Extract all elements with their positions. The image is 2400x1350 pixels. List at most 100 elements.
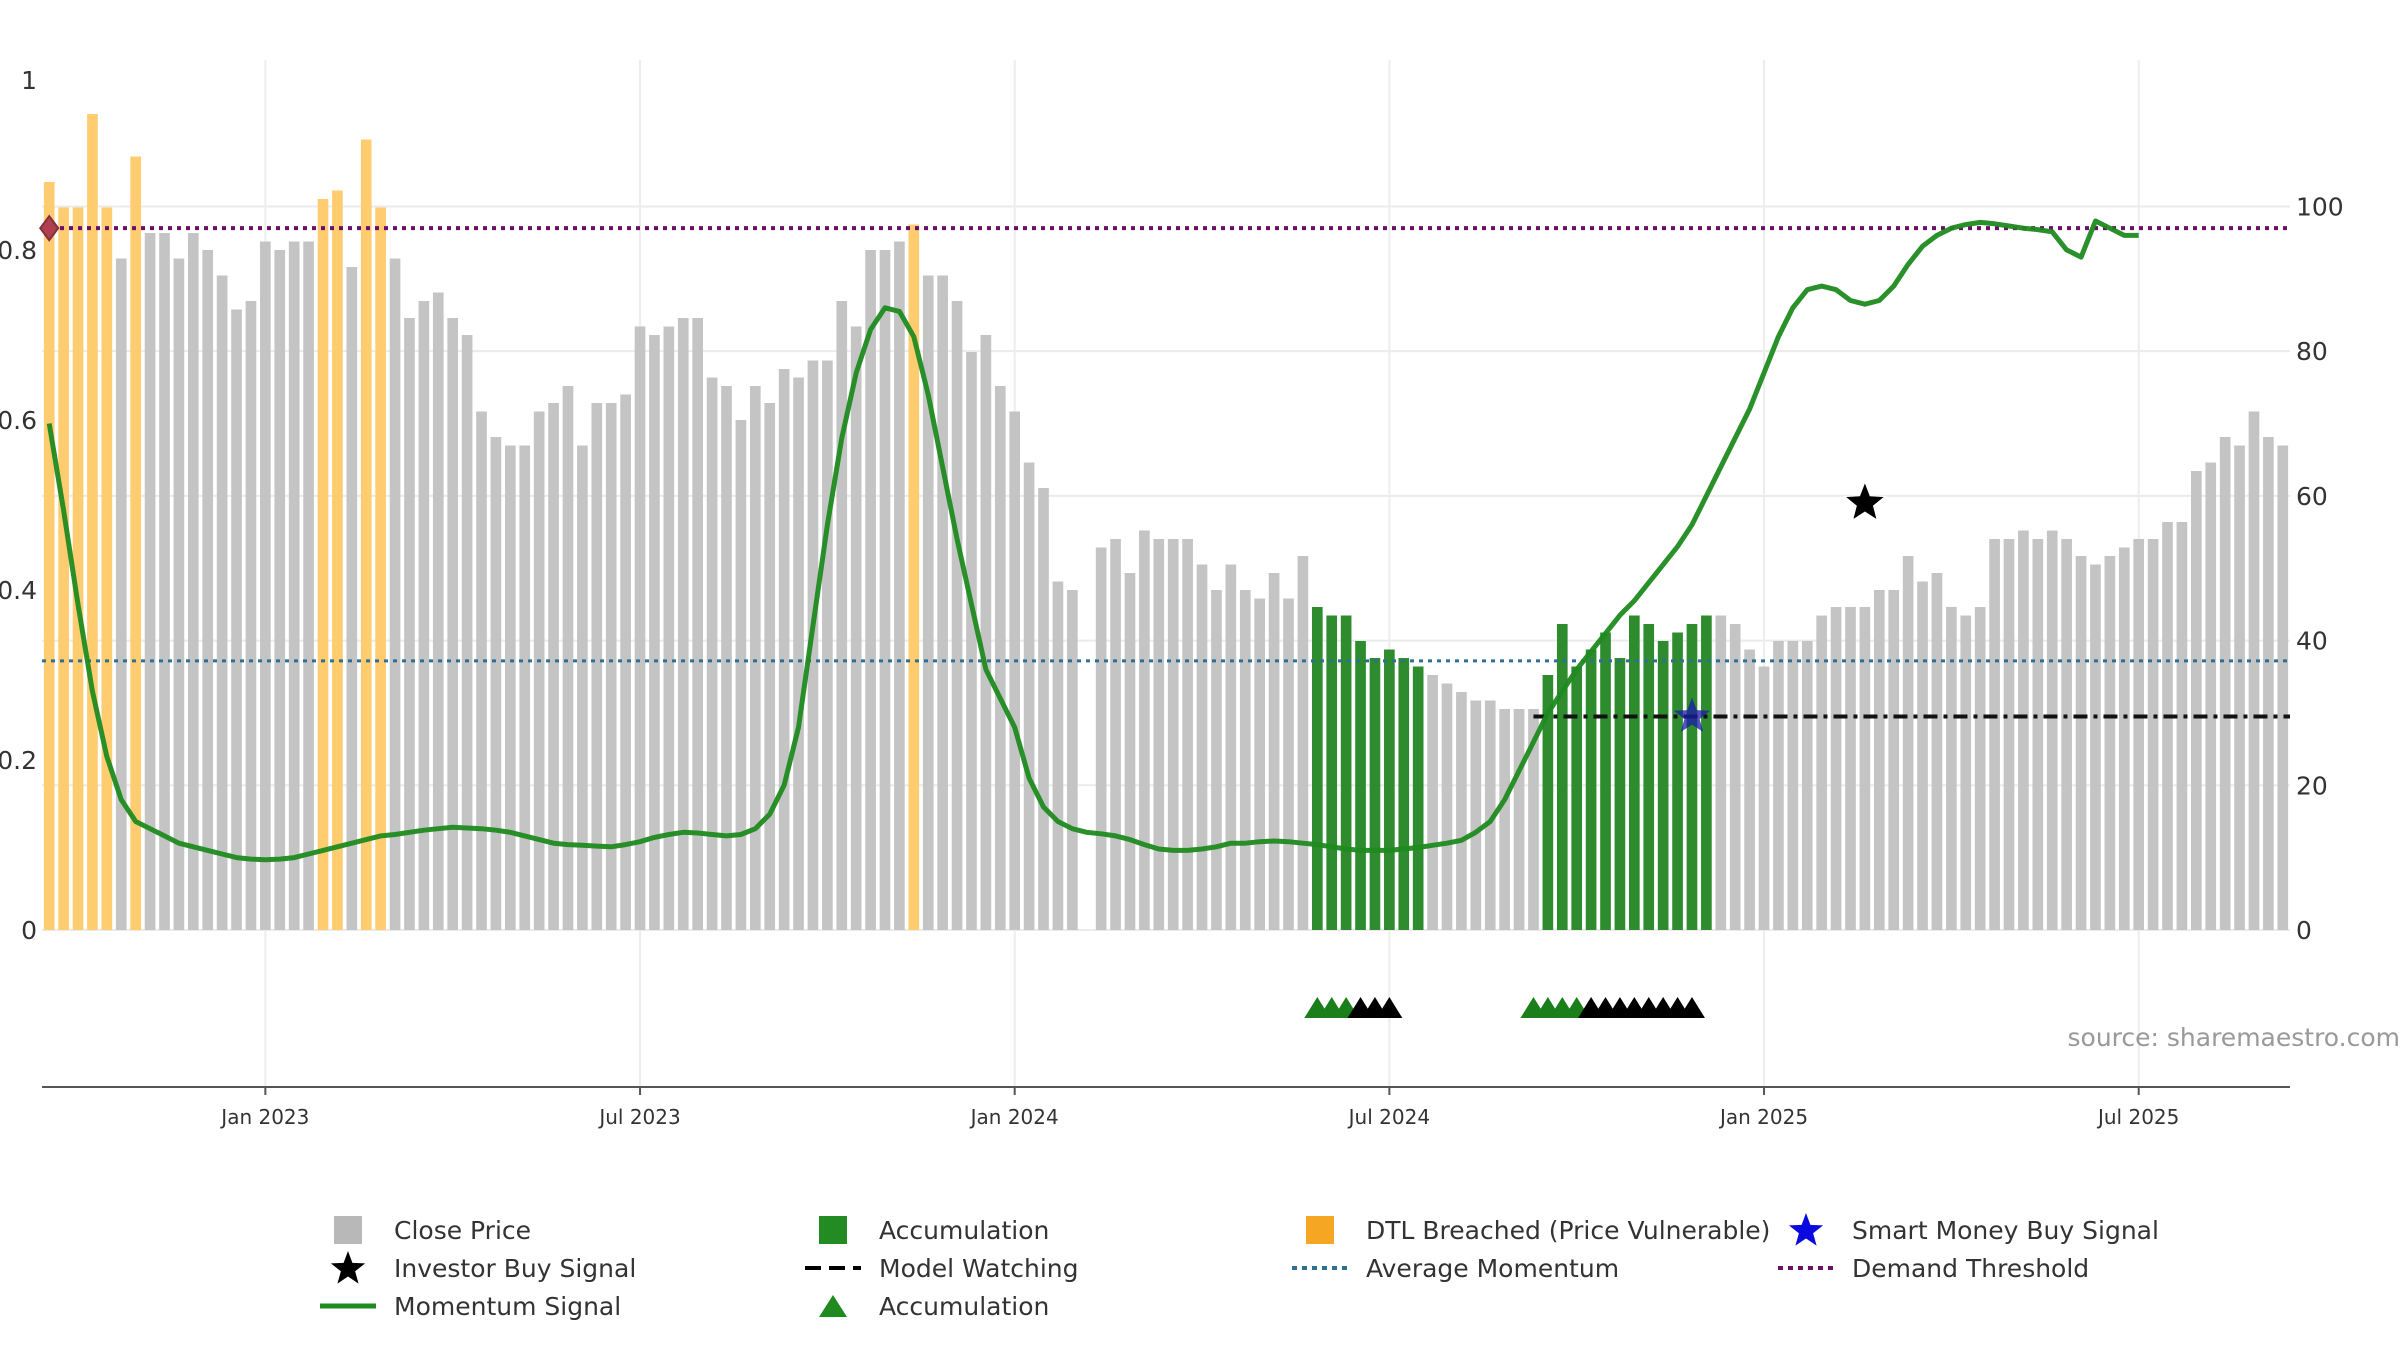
price-bar (1729, 624, 1741, 930)
price-bar (1528, 709, 1539, 930)
right-y-tick-label: 100 (2296, 192, 2344, 221)
price-bar (850, 326, 862, 930)
price-bar (1398, 658, 1410, 930)
price-bar (1614, 658, 1626, 930)
left-y-tick-label: 0.6 (0, 406, 37, 435)
legend-item: Close Price (320, 1212, 531, 1248)
price-bar (1110, 539, 1121, 930)
price-bar (1989, 539, 2000, 930)
signal-markers (38, 214, 1887, 1018)
left-y-tick-label: 0.2 (0, 746, 37, 775)
price-bar (332, 190, 343, 930)
price-bar (2118, 547, 2130, 930)
price-bar (822, 360, 833, 930)
price-bar (1701, 615, 1712, 930)
investor-buy-star (1843, 480, 1887, 522)
price-bar (1427, 675, 1438, 930)
price-bar (317, 199, 329, 930)
price-bar (1196, 564, 1208, 930)
legend-item: Demand Threshold (1778, 1250, 2089, 1286)
price-bar (764, 403, 776, 930)
price-bars (43, 114, 2289, 930)
price-bar (1009, 411, 1021, 930)
legend-label: Smart Money Buy Signal (1852, 1215, 2159, 1245)
price-bar (807, 360, 819, 930)
right-y-tick-label: 80 (2296, 337, 2328, 366)
left-y-tick-label: 0.4 (0, 576, 37, 605)
price-bar (1067, 590, 1078, 930)
price-bar (2277, 445, 2289, 930)
price-bar (980, 335, 992, 930)
price-bar (476, 411, 487, 930)
legend-item: Investor Buy Signal (320, 1250, 636, 1286)
price-bar (1225, 564, 1237, 930)
price-bar (2219, 437, 2231, 930)
price-bar (605, 403, 617, 930)
left-y-tick-label: 0 (21, 916, 37, 945)
price-bar (865, 250, 876, 930)
price-bar (894, 241, 905, 930)
price-bar (1369, 658, 1381, 930)
price-bar (951, 301, 963, 930)
price-bar (1470, 700, 1482, 930)
price-bar (2104, 556, 2116, 930)
price-bar (1585, 649, 1597, 930)
star-legend-icon (1788, 1213, 1824, 1246)
price-bar (418, 301, 430, 930)
price-bar (1326, 615, 1338, 930)
right-y-tick-label: 60 (2296, 482, 2328, 511)
price-bar (1153, 539, 1165, 930)
legend-label: Accumulation (879, 1215, 1050, 1245)
price-bar (1773, 641, 1784, 930)
price-bar (1556, 624, 1568, 930)
legend-label: Accumulation (879, 1291, 1050, 1321)
square-legend-icon (819, 1216, 847, 1244)
x-tick-label: Jul 2025 (2096, 1105, 2179, 1129)
price-bar (677, 318, 689, 930)
signal-lines (42, 218, 2290, 863)
legend-item: Momentum Signal (320, 1288, 621, 1324)
legend-item: Accumulation (805, 1212, 1049, 1248)
price-bar (937, 275, 948, 930)
legend-label: Average Momentum (1366, 1253, 1620, 1283)
smart-money-buy-star (1673, 697, 1710, 732)
price-bar (1787, 641, 1799, 930)
square-legend-icon (1306, 1216, 1334, 1244)
right-y-tick-label: 40 (2296, 627, 2328, 656)
price-bar (1167, 539, 1179, 930)
price-bar (130, 156, 141, 930)
price-bar (1946, 607, 1957, 930)
price-bar (1124, 573, 1136, 930)
legend-swatch (819, 1216, 847, 1244)
price-bar (1931, 573, 1943, 930)
legend-swatch (1306, 1216, 1334, 1244)
momentum-signal-line (46, 218, 2139, 863)
price-bar (836, 301, 848, 930)
price-bar (1672, 632, 1683, 930)
price-bar (706, 377, 718, 930)
x-tick-label: Jul 2024 (1347, 1105, 1430, 1129)
price-bar (908, 224, 920, 930)
price-bar (1974, 607, 1986, 930)
price-bar (562, 386, 574, 930)
price-bar (245, 301, 257, 930)
price-bar (58, 207, 69, 930)
price-bar (404, 318, 415, 930)
price-bar (144, 233, 156, 930)
x-tick-label: Jul 2023 (597, 1105, 680, 1129)
price-bar (1816, 615, 1827, 930)
price-bar (2248, 411, 2260, 930)
legend-item: Accumulation (805, 1288, 1049, 1324)
price-bar (1254, 598, 1265, 930)
price-bar (101, 207, 113, 930)
price-bar (692, 318, 703, 930)
dash-legend-icon (805, 1266, 861, 1270)
price-bar (2133, 539, 2145, 930)
price-bar (2205, 462, 2217, 930)
price-bar (1715, 615, 1727, 930)
threshold-start-marker (38, 214, 60, 242)
price-bar (505, 445, 516, 930)
accumulation-triangle (1376, 997, 1403, 1018)
price-bar (375, 207, 386, 930)
